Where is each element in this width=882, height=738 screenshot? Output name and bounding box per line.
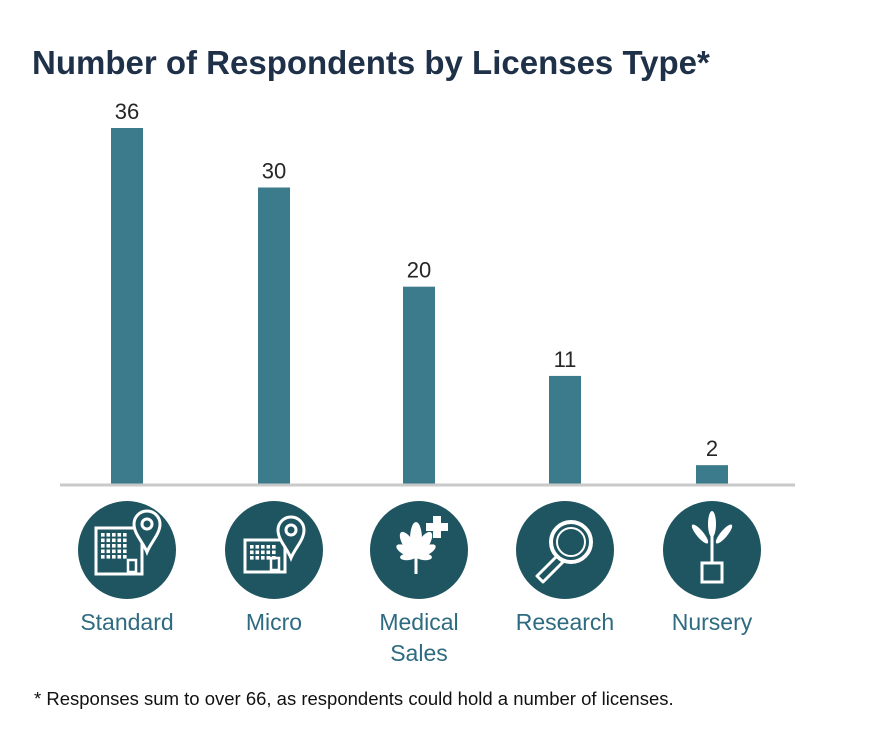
- bar-micro: [258, 187, 290, 485]
- value-label-micro: 30: [262, 159, 286, 184]
- bar-medical-sales: [403, 286, 435, 485]
- bar-standard: [111, 128, 143, 485]
- small-building-pin-icon: [225, 501, 323, 599]
- category-label-medical-sales-line-2: Sales: [390, 640, 448, 666]
- bars-layer: 36 30 20 11 2: [111, 99, 728, 485]
- category-label-micro: Micro: [246, 609, 302, 635]
- chart-title: Number of Respondents by Licenses Type*: [32, 44, 710, 81]
- icons-layer: [78, 501, 761, 599]
- footnote: * Responses sum to over 66, as responden…: [34, 688, 674, 709]
- category-labels-layer: Standard Micro Medical Sales Research Nursery: [80, 609, 752, 666]
- category-label-medical-sales-line-1: Medical: [379, 609, 458, 635]
- category-label-standard: Standard: [80, 609, 173, 635]
- value-label-research: 11: [554, 347, 577, 372]
- building-pin-icon: [78, 501, 176, 599]
- bar-research: [549, 375, 581, 485]
- category-label-research: Research: [516, 609, 614, 635]
- bar-nursery: [696, 465, 728, 485]
- value-label-standard: 36: [115, 99, 139, 124]
- value-label-medical-sales: 20: [407, 258, 431, 283]
- category-label-nursery: Nursery: [672, 609, 753, 635]
- value-label-nursery: 2: [706, 436, 718, 461]
- potted-plant-icon: [663, 501, 761, 599]
- cannabis-leaf-medical-cross-icon: [370, 501, 468, 599]
- magnifying-glass-icon: [516, 501, 614, 599]
